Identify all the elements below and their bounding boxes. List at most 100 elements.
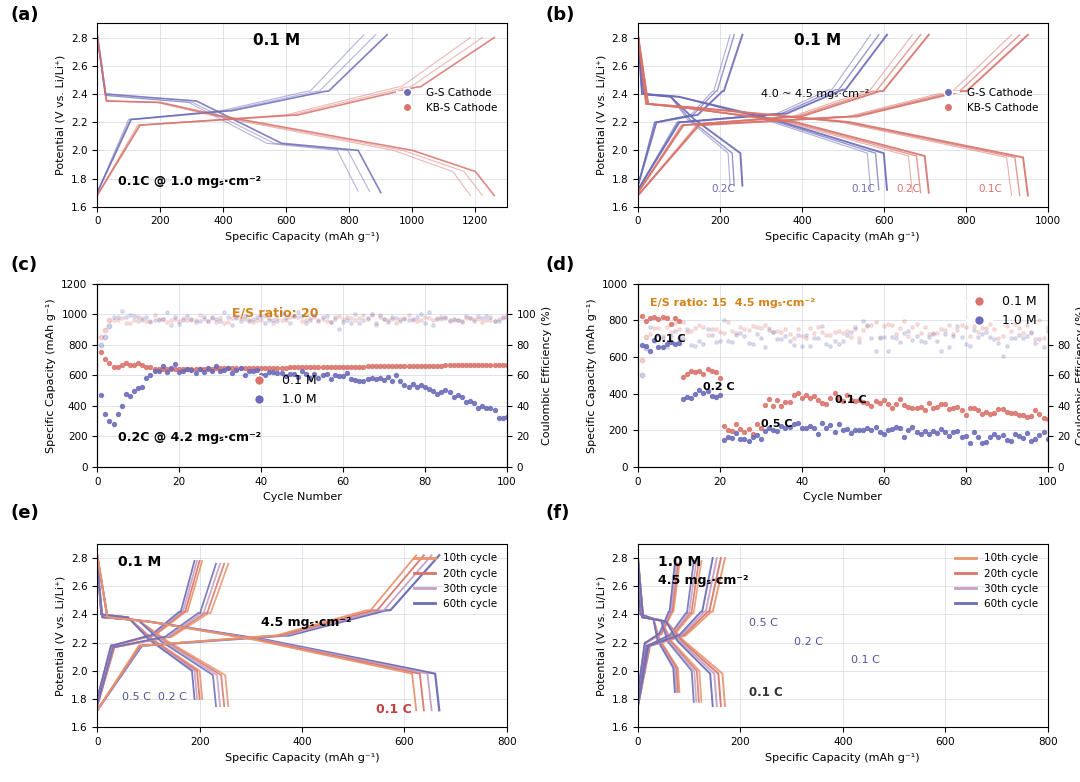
Point <box>228 362 245 375</box>
Point <box>977 436 995 448</box>
Point <box>691 318 708 331</box>
Point <box>162 361 179 374</box>
Legend: 10th cycle, 20th cycle, 30th cycle, 60th cycle: 10th cycle, 20th cycle, 30th cycle, 60th… <box>410 549 501 613</box>
Point <box>875 331 892 343</box>
Point <box>699 329 716 342</box>
Point <box>797 422 814 435</box>
Point <box>171 365 188 378</box>
Text: 0.1 M: 0.1 M <box>118 555 161 569</box>
Point <box>813 320 831 332</box>
Point <box>941 341 958 353</box>
Point <box>301 372 319 385</box>
Point <box>224 362 241 375</box>
Point <box>633 353 650 366</box>
Point <box>740 324 757 336</box>
Point <box>269 367 286 379</box>
Point <box>888 397 905 410</box>
Point <box>900 401 917 414</box>
Point <box>724 432 741 444</box>
Point <box>818 421 835 434</box>
Point <box>424 386 442 398</box>
Point <box>486 359 503 371</box>
Point <box>662 326 679 339</box>
Point <box>847 323 864 335</box>
Point <box>724 425 741 437</box>
Point <box>392 360 409 372</box>
Point <box>314 368 332 381</box>
Point <box>748 321 766 334</box>
Point <box>372 309 389 321</box>
Point <box>781 396 798 409</box>
Point <box>265 314 282 327</box>
Point <box>257 310 274 323</box>
Point <box>97 408 114 421</box>
Point <box>367 318 384 331</box>
Point <box>1014 327 1031 339</box>
Point <box>712 389 729 402</box>
Point <box>301 361 319 374</box>
Point <box>760 393 778 406</box>
Point <box>420 360 437 372</box>
Point <box>813 326 831 339</box>
Point <box>281 361 298 374</box>
Point <box>146 365 163 378</box>
Point <box>400 309 417 321</box>
Point <box>314 313 332 325</box>
Point <box>891 335 908 348</box>
Point <box>326 368 343 381</box>
Point <box>728 327 745 339</box>
Point <box>232 312 249 325</box>
Point <box>945 328 962 340</box>
Point <box>756 319 773 332</box>
Point <box>273 361 291 374</box>
Point <box>297 314 314 326</box>
Point <box>724 335 741 348</box>
Point <box>810 394 827 407</box>
Text: 0.1 C: 0.1 C <box>654 335 686 344</box>
Point <box>207 315 225 328</box>
Point <box>109 361 126 373</box>
Point <box>977 322 995 335</box>
Point <box>330 310 348 322</box>
Point <box>674 371 691 383</box>
Point <box>306 310 323 323</box>
Point <box>888 328 905 340</box>
Point <box>97 331 114 343</box>
Point <box>395 379 413 392</box>
Point <box>105 418 122 430</box>
Point <box>986 333 1003 346</box>
Point <box>376 313 393 325</box>
Y-axis label: Potential (V vs. Li/Li⁺): Potential (V vs. Li/Li⁺) <box>55 576 65 696</box>
Point <box>966 324 983 336</box>
Point <box>477 401 495 414</box>
Point <box>383 360 401 372</box>
Point <box>125 314 143 326</box>
Text: (b): (b) <box>545 5 575 23</box>
Point <box>653 340 671 353</box>
Point <box>240 315 257 328</box>
Point <box>310 372 327 385</box>
Point <box>859 421 876 434</box>
Point <box>436 384 454 396</box>
Point <box>335 369 352 382</box>
Point <box>895 315 913 328</box>
Point <box>847 423 864 436</box>
Point <box>376 312 393 325</box>
Point <box>867 315 885 328</box>
Point <box>1010 429 1027 442</box>
Point <box>413 360 430 372</box>
Point <box>772 325 789 338</box>
Legend: G-S Cathode, KB-S Cathode: G-S Cathode, KB-S Cathode <box>393 84 501 117</box>
Text: 0.2 C: 0.2 C <box>794 637 823 647</box>
Point <box>171 363 188 375</box>
Y-axis label: Specific Capacity (mAh g⁻¹): Specific Capacity (mAh g⁻¹) <box>586 298 596 453</box>
Point <box>920 328 937 341</box>
Text: 0.1 C: 0.1 C <box>835 395 866 405</box>
Point <box>342 372 360 385</box>
Point <box>818 328 835 341</box>
Point <box>1010 408 1027 421</box>
Point <box>719 335 737 347</box>
Point <box>338 310 355 323</box>
Point <box>158 366 175 378</box>
Point <box>666 338 684 350</box>
